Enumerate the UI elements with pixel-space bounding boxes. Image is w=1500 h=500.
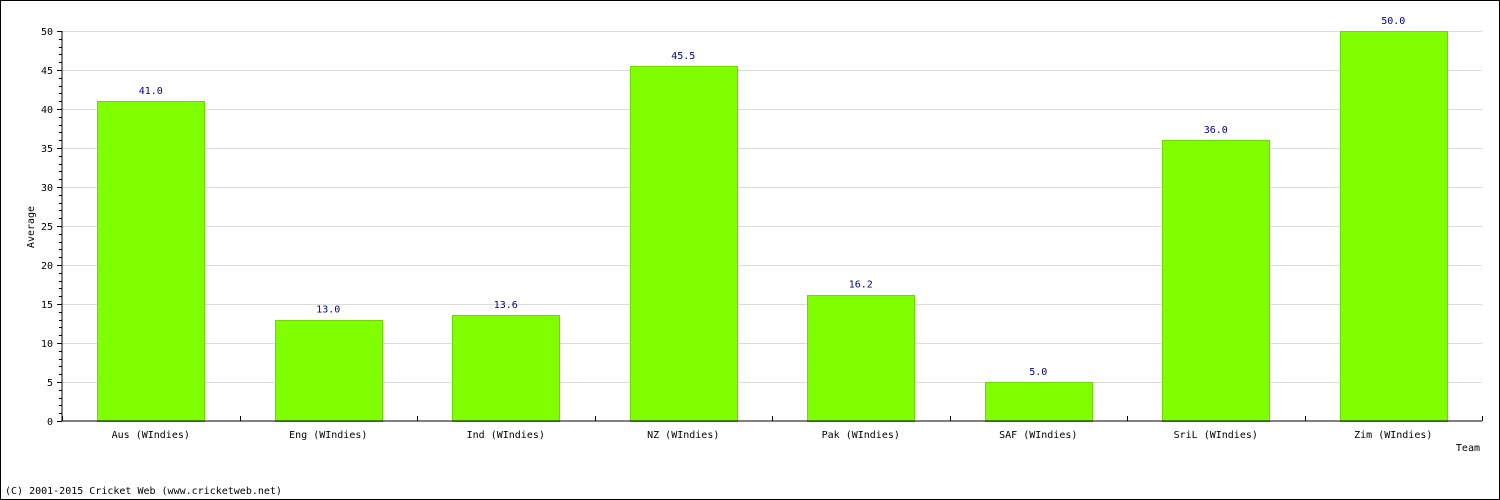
bar xyxy=(807,295,915,422)
x-category-label: Eng (WIndies) xyxy=(289,430,367,441)
bar-value-label: 50.0 xyxy=(1381,16,1405,27)
bar-value-label: 16.2 xyxy=(849,280,873,291)
bar-value-label: 5.0 xyxy=(1029,367,1047,378)
bar-value-label: 13.6 xyxy=(494,300,518,311)
y-tick-label: 40 xyxy=(41,105,53,116)
y-tick-label: 35 xyxy=(41,144,53,155)
bars xyxy=(97,31,1448,422)
bar-value-label: 41.0 xyxy=(139,86,163,97)
y-tick-label: 5 xyxy=(47,378,53,389)
y-tick-label: 50 xyxy=(41,27,53,38)
x-axis-title: Team xyxy=(1456,443,1480,454)
y-tick-label: 20 xyxy=(41,261,53,272)
bar xyxy=(275,320,383,422)
bar xyxy=(97,101,205,422)
ticks xyxy=(57,31,1483,422)
x-category-label: Zim (WIndies) xyxy=(1354,430,1432,441)
bar-value-label: 36.0 xyxy=(1204,125,1228,136)
x-category-label: SriL (WIndies) xyxy=(1174,430,1258,441)
bar-value-label: 13.0 xyxy=(316,305,340,316)
bar xyxy=(1340,31,1448,422)
bar xyxy=(985,382,1093,422)
x-category-label: Pak (WIndies) xyxy=(822,430,900,441)
y-tick-label: 30 xyxy=(41,183,53,194)
y-tick-label: 25 xyxy=(41,222,53,233)
y-tick-label: 10 xyxy=(41,339,53,350)
bar xyxy=(452,315,560,422)
y-tick-label: 15 xyxy=(41,300,53,311)
copyright-text: (C) 2001-2015 Cricket Web (www.cricketwe… xyxy=(5,486,282,497)
bar xyxy=(1162,140,1270,422)
y-tick-label: 45 xyxy=(41,66,53,77)
y-tick-label: 0 xyxy=(47,417,53,428)
bar-value-label: 45.5 xyxy=(671,51,695,62)
x-category-label: SAF (WIndies) xyxy=(999,430,1077,441)
x-category-label: Ind (WIndies) xyxy=(467,430,545,441)
bar xyxy=(630,66,738,422)
x-category-label: Aus (WIndies) xyxy=(112,430,190,441)
y-axis-title: Average xyxy=(26,206,37,248)
labels: 0 5 10 15 20 25 30 35 40 45 50 41.0 Aus (WIndies) 13.… xyxy=(41,16,1432,441)
x-category-label: NZ (WIndies) xyxy=(647,430,719,441)
